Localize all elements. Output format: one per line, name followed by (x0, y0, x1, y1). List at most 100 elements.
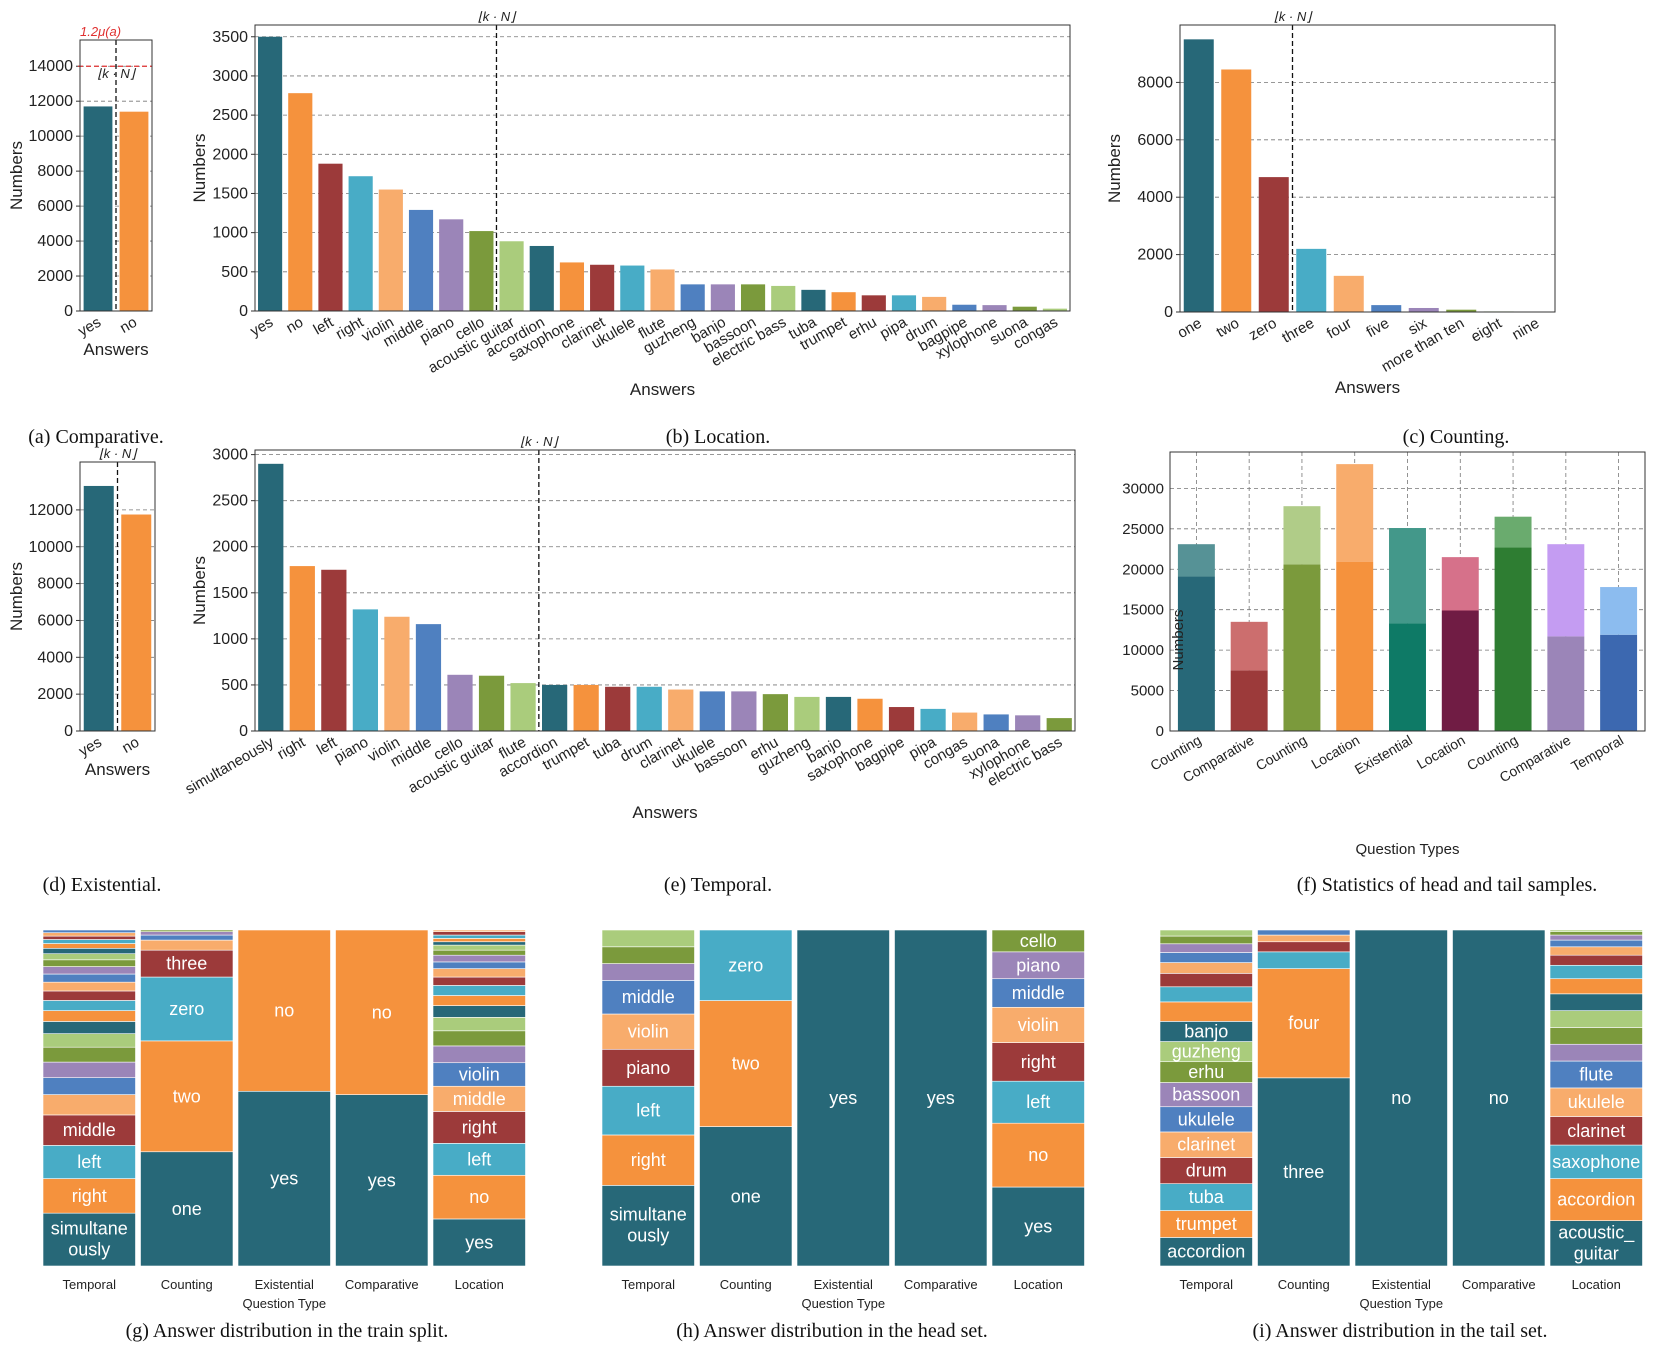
bar-tail-Existential (1389, 528, 1426, 624)
x-tick-label: simultaneously (182, 733, 277, 798)
split-label: ⌊k · N⌋ (478, 9, 518, 24)
y-tick-label: 0 (239, 723, 248, 740)
segment-no (1354, 929, 1448, 1267)
segment-minor (432, 1030, 526, 1047)
bar-bagpipe (888, 707, 915, 731)
column-label: Location (1572, 1277, 1621, 1292)
bar-tail-Location (1336, 464, 1374, 562)
segment-right (601, 1134, 695, 1186)
x-tick-label: yes (247, 314, 276, 340)
segment-minor (432, 929, 526, 932)
segment-label: right (1021, 1052, 1056, 1072)
bar-four (1333, 275, 1364, 312)
segment-minor (1549, 931, 1643, 936)
column-label: Comparative (904, 1277, 978, 1292)
segment-minor (1549, 1010, 1643, 1028)
bar-zero (1258, 177, 1289, 312)
segment-minor (42, 966, 136, 975)
segment-minor (432, 944, 526, 951)
segment-simultane-ously (601, 1185, 695, 1267)
caption-i: (i) Answer distribution in the tail set. (1252, 1320, 1548, 1342)
x-axis-label: Question Type (1359, 1296, 1443, 1311)
segment-minor (42, 959, 136, 967)
segment-three (1257, 1077, 1351, 1267)
y-tick-label: 4000 (37, 649, 73, 666)
segment-label: clarinet (1567, 1121, 1625, 1141)
segment-minor (1257, 941, 1351, 953)
bar-accordion (529, 245, 554, 311)
y-tick-label: 12000 (29, 93, 74, 110)
segment-minor (1159, 986, 1253, 1003)
bar-electric-bass (1046, 718, 1072, 731)
segment-minor (42, 1077, 136, 1095)
bar-suona (983, 714, 1009, 731)
segment-minor (1549, 1027, 1643, 1045)
y-tick-label: 0 (1164, 304, 1173, 321)
segment-label: violin (628, 1022, 669, 1042)
x-tick-label: yes (76, 734, 105, 760)
segment-minor (1159, 929, 1253, 937)
segment-label: simultane (51, 1219, 128, 1239)
segment-label: middle (63, 1120, 116, 1140)
segment-label: no (469, 1187, 489, 1207)
segment-yes (991, 1186, 1085, 1267)
segment-minor (42, 1033, 136, 1048)
segment-label: zero (728, 955, 763, 975)
segment-minor (42, 1061, 136, 1078)
chart-i: accordion trumpet tuba drum clarinet ukulele b… (1159, 929, 1643, 1311)
y-tick-label: 8000 (37, 163, 73, 180)
y-tick-label: 0 (64, 303, 73, 320)
y-axis-label: Numbers (7, 141, 26, 210)
segment-label: no (1489, 1088, 1509, 1108)
segment-label: guitar (1574, 1243, 1619, 1263)
bar-ukulele (699, 691, 725, 731)
segment-minor (432, 931, 526, 936)
y-tick-label: 6000 (1137, 132, 1173, 149)
x-tick-label: no (119, 734, 142, 757)
bar-guzheng (680, 284, 705, 311)
y-tick-label: 1500 (212, 585, 248, 602)
segment-three (140, 949, 234, 978)
segment-label: ukulele (1178, 1109, 1235, 1129)
segment-violin (601, 1013, 695, 1050)
segment-label: accordion (1167, 1242, 1245, 1262)
bar-pipa (891, 295, 917, 311)
bar-tail-Comparative (1547, 544, 1585, 637)
x-tick-label: eight (1468, 314, 1505, 345)
x-axis-label: Question Type (801, 1296, 885, 1311)
bar-accordion (542, 684, 568, 731)
segment-label: left (77, 1152, 101, 1172)
segment-label: trumpet (1176, 1214, 1237, 1234)
segment-minor (42, 935, 136, 940)
caption-c: (c) Counting. (1402, 426, 1510, 448)
bar-drum (922, 296, 947, 311)
segment-minor (1549, 934, 1643, 941)
bar-piano (352, 609, 378, 731)
segment-two (699, 1000, 793, 1127)
segment-middle (432, 1085, 526, 1112)
column-label: Comparative (345, 1277, 419, 1292)
segment-label: yes (829, 1088, 857, 1108)
segment-yes (432, 1218, 526, 1267)
bar-banjo (710, 284, 735, 311)
column-label: Existential (255, 1277, 314, 1292)
bar-clarinet (668, 689, 694, 731)
segment-cello (991, 929, 1085, 953)
chart-g: simultaneously right left middle Temporal one… (42, 929, 526, 1311)
column-label: Existential (814, 1277, 873, 1292)
threshold-label: 1.2μ(a) (80, 24, 121, 39)
y-tick-label: 15000 (1122, 602, 1164, 619)
bar-right (289, 566, 315, 731)
segment-tuba (1159, 1183, 1253, 1211)
bar-suona (1012, 306, 1037, 311)
column-label: Location (455, 1277, 504, 1292)
bar-three (1296, 248, 1327, 312)
segment-label: middle (622, 987, 675, 1007)
segment-minor (432, 995, 526, 1006)
bar-piano (439, 219, 464, 311)
y-tick-label: 1000 (212, 225, 248, 242)
bar-bassoon (731, 691, 757, 731)
bar-tuba (605, 686, 631, 731)
bar-trumpet (573, 684, 599, 731)
